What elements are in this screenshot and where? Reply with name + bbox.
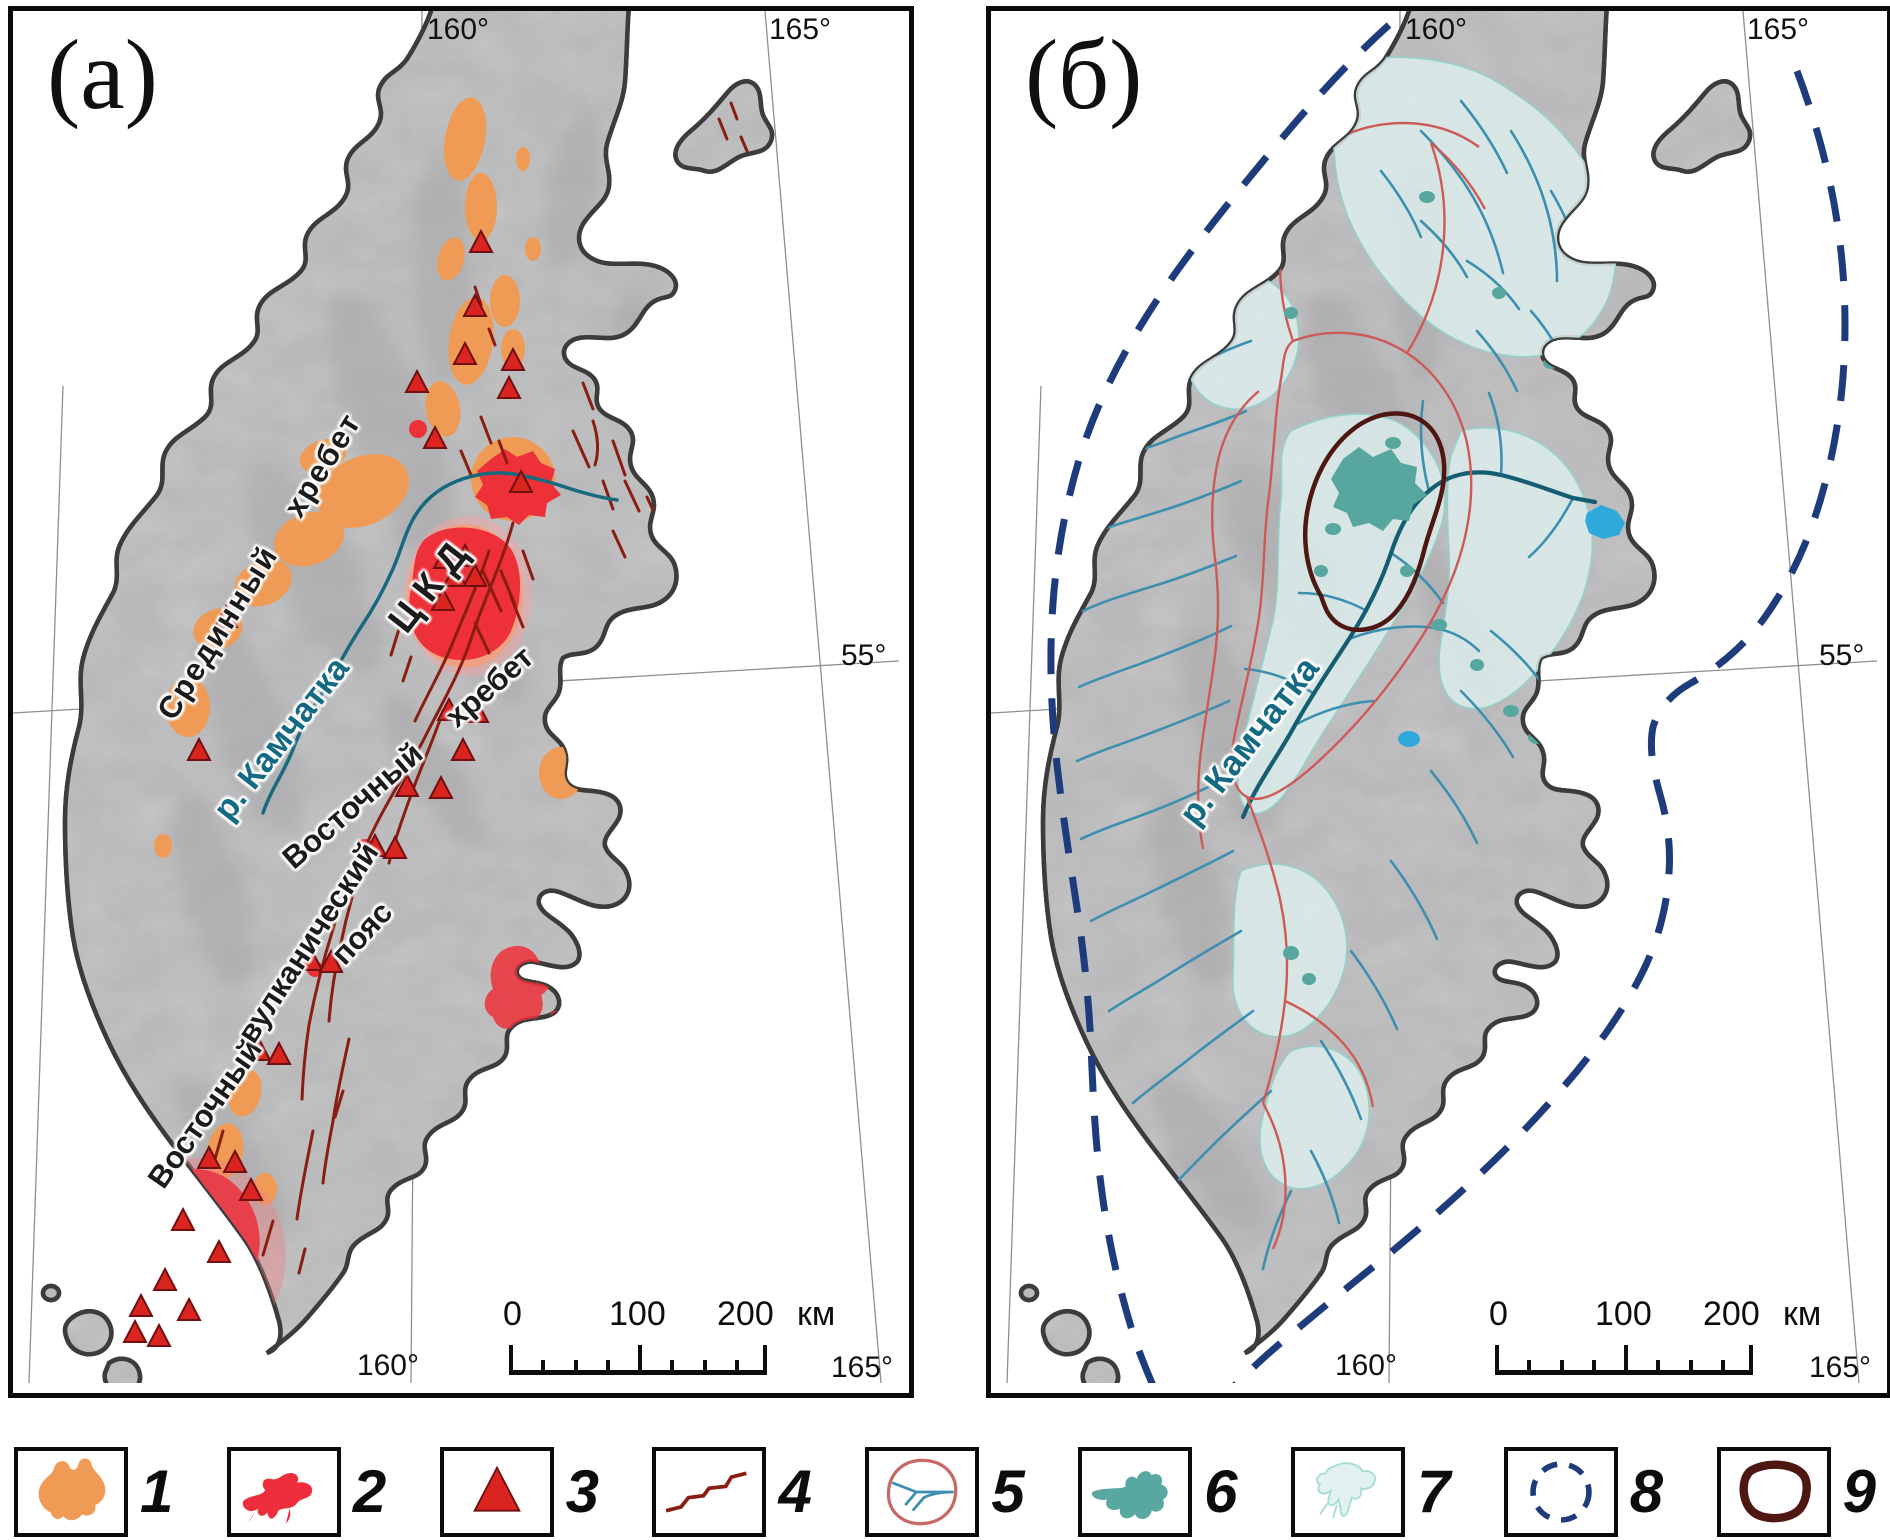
panel-b-map	[991, 11, 1877, 1383]
meridian-label-165-top: 165°	[1747, 13, 1810, 46]
river-basin-icon	[887, 1458, 958, 1526]
legend-item-glacier: 6	[1078, 1444, 1238, 1540]
maroon-outline-icon	[1739, 1460, 1811, 1523]
meridian-label-160-top: 160°	[427, 13, 490, 46]
scale-two-hundred: 200	[717, 1295, 774, 1333]
scale-zero: 0	[503, 1295, 522, 1333]
legend-item-volcano: 3	[439, 1444, 600, 1540]
kamchatka-river	[261, 471, 619, 815]
legend-item-basin: 5	[865, 1444, 1025, 1540]
legend-item-dashed-boundary: 8	[1503, 1444, 1664, 1540]
scale-zero: 0	[1489, 1295, 1508, 1333]
panel-a-letter: (а)	[47, 19, 158, 130]
legend-number: 4	[778, 1458, 812, 1525]
legend-number: 6	[1204, 1458, 1238, 1525]
legend-number: 7	[1416, 1458, 1451, 1525]
legend-number: 2	[352, 1458, 387, 1525]
meridian-label-165-bottom: 165°	[831, 1351, 894, 1384]
small-red-mark	[1654, 68, 1664, 78]
panel-a: (а) 160° 165° 55° 160° 165° Срединный хр…	[8, 6, 914, 1398]
parallel-label-55: 55°	[1819, 639, 1865, 672]
kamchatka-river-main	[1240, 470, 1598, 820]
legend-item-maroon-outline: 9	[1716, 1444, 1876, 1540]
legend-item-fault: 4	[652, 1444, 812, 1540]
fault-line-icon	[666, 1471, 748, 1513]
meridian-label-165-top: 165°	[769, 13, 832, 46]
meridian-label-160-bottom: 160°	[1334, 1349, 1397, 1382]
scale-bar-a: 0 100 200 км	[503, 1295, 845, 1383]
dashed-offshore-boundary	[1047, 22, 1849, 1383]
panel-a-map	[13, 11, 899, 1383]
scale-bar-b: 0 100 200 км	[1489, 1295, 1831, 1383]
legend: 1 2 3 4 5 6 7	[0, 1444, 1890, 1540]
orange-area-icon	[38, 1458, 106, 1521]
panel-b-letter: (б)	[1025, 19, 1143, 130]
scale-unit: км	[1783, 1295, 1822, 1333]
glacier-area-icon	[1092, 1471, 1168, 1519]
red-area-icon	[242, 1472, 313, 1526]
scale-ruler	[509, 1343, 767, 1375]
legend-number: 3	[565, 1458, 600, 1525]
scale-hundred: 100	[609, 1295, 666, 1333]
legend-number: 8	[1629, 1458, 1664, 1525]
fault-lines	[213, 101, 749, 1287]
volcano-triangle-icon	[472, 1465, 521, 1512]
legend-number: 9	[1842, 1458, 1876, 1525]
river-network	[1075, 99, 1581, 1271]
scale-two-hundred: 200	[1703, 1295, 1760, 1333]
panel-b: (б) 160° 165° 55° 160° 165° р. Камчатка …	[986, 6, 1890, 1398]
meridian-label-165-bottom: 165°	[1809, 1351, 1872, 1384]
scale-unit: км	[797, 1295, 836, 1333]
study-area-outline	[1302, 411, 1447, 632]
legend-item-red-area: 2	[226, 1444, 387, 1540]
legend-item-icefield: 7	[1290, 1444, 1451, 1540]
meridian-label-160-top: 160°	[1405, 13, 1468, 46]
parallel-label-55: 55°	[841, 639, 887, 672]
legend-number: 1	[140, 1458, 174, 1525]
meridian-label-160-bottom: 160°	[356, 1349, 419, 1382]
icefield-area-icon	[1315, 1462, 1376, 1519]
lakes	[1398, 505, 1625, 747]
legend-number: 5	[991, 1458, 1025, 1525]
legend-item-orange-area: 1	[14, 1444, 173, 1540]
scale-hundred: 100	[1595, 1295, 1652, 1333]
scale-ruler	[1495, 1343, 1753, 1375]
dashed-boundary-icon	[1530, 1461, 1592, 1523]
